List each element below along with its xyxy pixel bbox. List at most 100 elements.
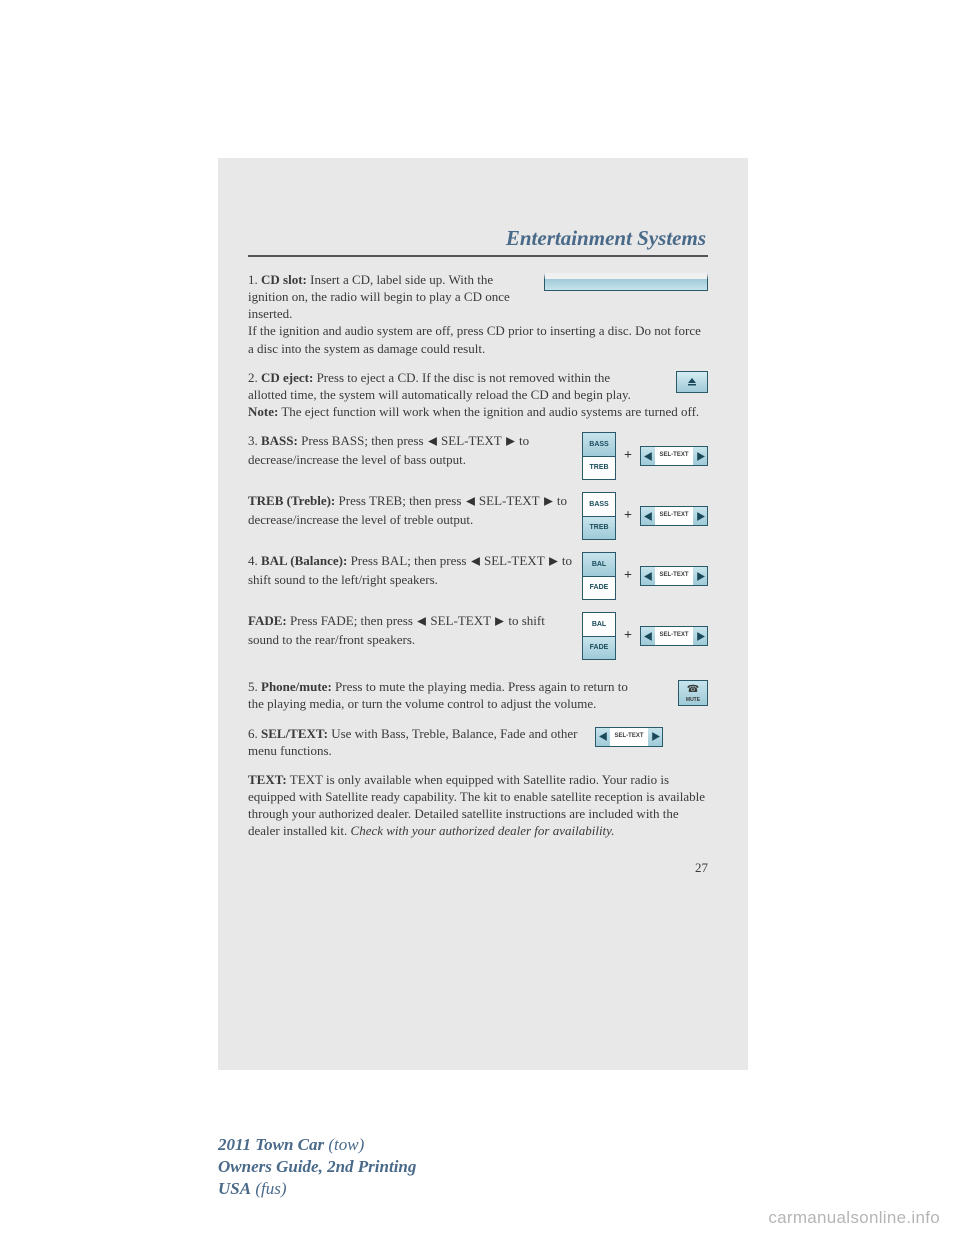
right-triangle-icon <box>543 494 554 511</box>
right-arrow-icon <box>693 507 707 525</box>
page-number: 27 <box>248 860 708 876</box>
treb-label: TREB <box>583 457 615 480</box>
manual-page: Entertainment Systems 1. CD slot: Insert… <box>218 158 748 1070</box>
right-triangle-icon <box>548 554 559 571</box>
text: Press FADE; then press <box>290 613 413 628</box>
right-triangle-icon <box>505 434 516 451</box>
bal-fade-button: BAL FADE <box>582 552 616 600</box>
sel-text-button: SEL-TEXT <box>640 566 708 586</box>
num: 6. <box>248 726 258 741</box>
bal-label: BAL <box>583 613 615 637</box>
section-balance: BAL FADE + SEL-TEXT 4. BAL (Balance): Pr… <box>248 552 708 600</box>
watermark: carmanualsonline.info <box>768 1208 940 1228</box>
section-treble: BASS TREB + SEL-TEXT TREB (Treble): Pres… <box>248 492 708 540</box>
num: 2. <box>248 370 258 385</box>
eject-button-graphic <box>676 371 708 393</box>
left-arrow-icon <box>641 567 655 585</box>
sel-text-button: SEL-TEXT <box>640 506 708 526</box>
right-arrow-icon <box>693 627 707 645</box>
right-arrow-icon <box>693 447 707 465</box>
right-arrow-icon <box>693 567 707 585</box>
fade-label: FADE <box>583 637 615 660</box>
mid: SEL-TEXT <box>441 433 501 448</box>
label: TREB (Treble): <box>248 493 335 508</box>
text: Press TREB; then press <box>339 493 462 508</box>
bal-label: BAL <box>583 553 615 577</box>
bass-treb-button: BASS TREB <box>582 492 616 540</box>
sel-text-label: SEL-TEXT <box>655 627 693 645</box>
footer-code: (tow) <box>328 1135 364 1154</box>
note-text: The eject function will work when the ig… <box>281 404 699 419</box>
right-triangle-icon <box>494 614 505 631</box>
section-cd-slot: 1. CD slot: Insert a CD, label side up. … <box>248 271 708 357</box>
sel-text-label: SEL-TEXT <box>610 728 648 746</box>
num: 3. <box>248 433 258 448</box>
phone-icon: ☎ <box>687 683 699 696</box>
bass-button-graphic: BASS TREB + SEL-TEXT <box>582 432 708 480</box>
section-fade: BAL FADE + SEL-TEXT FADE: Press FADE; th… <box>248 612 708 660</box>
note-label: Note: <box>248 404 278 419</box>
mute-label: MUTE <box>686 697 700 704</box>
num: 5. <box>248 679 258 694</box>
sel-text-button: SEL-TEXT <box>595 727 663 747</box>
mute-button-graphic: ☎ MUTE <box>678 680 708 706</box>
right-arrow-icon <box>648 728 662 746</box>
bal-button-graphic: BAL FADE + SEL-TEXT <box>582 552 708 600</box>
num: 1. <box>248 272 258 287</box>
bass-label: BASS <box>583 493 615 517</box>
label: CD slot: <box>261 272 307 287</box>
section-sel-text: SEL-TEXT 6. SEL/TEXT: Use with Bass, Tre… <box>248 725 708 759</box>
left-triangle-icon <box>465 494 476 511</box>
mid: SEL-TEXT <box>484 553 544 568</box>
left-triangle-icon <box>470 554 481 571</box>
label: BAL (Balance): <box>261 553 347 568</box>
text: Press BAL; then press <box>351 553 467 568</box>
mid: SEL-TEXT <box>479 493 539 508</box>
header-rule <box>248 255 708 257</box>
treb-label: TREB <box>583 517 615 540</box>
label: CD eject: <box>261 370 313 385</box>
section-text-note: TEXT: TEXT is only available when equipp… <box>248 771 708 840</box>
mid: SEL-TEXT <box>430 613 490 628</box>
text: Press BASS; then press <box>301 433 423 448</box>
label: TEXT: <box>248 772 287 787</box>
text: If the ignition and audio system are off… <box>248 322 708 356</box>
left-arrow-icon <box>641 507 655 525</box>
bal-fade-button: BAL FADE <box>582 612 616 660</box>
plus-icon: + <box>624 447 632 465</box>
plus-icon: + <box>624 567 632 585</box>
left-triangle-icon <box>416 614 427 631</box>
fade-button-graphic: BAL FADE + SEL-TEXT <box>582 612 708 660</box>
sel-text-label: SEL-TEXT <box>655 567 693 585</box>
section-phone-mute: ☎ MUTE 5. Phone/mute: Press to mute the … <box>248 678 708 712</box>
treb-button-graphic: BASS TREB + SEL-TEXT <box>582 492 708 540</box>
left-arrow-icon <box>596 728 610 746</box>
footer-region-code: (fus) <box>255 1179 286 1198</box>
sel-text-button: SEL-TEXT <box>640 446 708 466</box>
footer: 2011 Town Car (tow) Owners Guide, 2nd Pr… <box>218 1134 416 1199</box>
left-arrow-icon <box>641 447 655 465</box>
section-cd-eject: 2. CD eject: Press to eject a CD. If the… <box>248 369 708 420</box>
fade-label: FADE <box>583 577 615 600</box>
bass-treb-button: BASS TREB <box>582 432 616 480</box>
label: FADE: <box>248 613 287 628</box>
italic-text: Check with your authorized dealer for av… <box>351 823 615 838</box>
bass-label: BASS <box>583 433 615 457</box>
plus-icon: + <box>624 627 632 645</box>
section-header: Entertainment Systems <box>248 226 708 251</box>
sel-text-label: SEL-TEXT <box>655 507 693 525</box>
label: BASS: <box>261 433 298 448</box>
section-bass: BASS TREB + SEL-TEXT 3. BASS: Press BASS… <box>248 432 708 480</box>
label: SEL/TEXT: <box>261 726 328 741</box>
footer-guide: Owners Guide, 2nd Printing <box>218 1156 416 1178</box>
footer-model: 2011 Town Car <box>218 1135 324 1154</box>
plus-icon: + <box>624 507 632 525</box>
cd-slot-graphic <box>544 273 708 291</box>
label: Phone/mute: <box>261 679 332 694</box>
footer-region: USA <box>218 1179 251 1198</box>
left-triangle-icon <box>427 434 438 451</box>
sel-text-label: SEL-TEXT <box>655 447 693 465</box>
left-arrow-icon <box>641 627 655 645</box>
sel-text-button: SEL-TEXT <box>640 626 708 646</box>
num: 4. <box>248 553 258 568</box>
